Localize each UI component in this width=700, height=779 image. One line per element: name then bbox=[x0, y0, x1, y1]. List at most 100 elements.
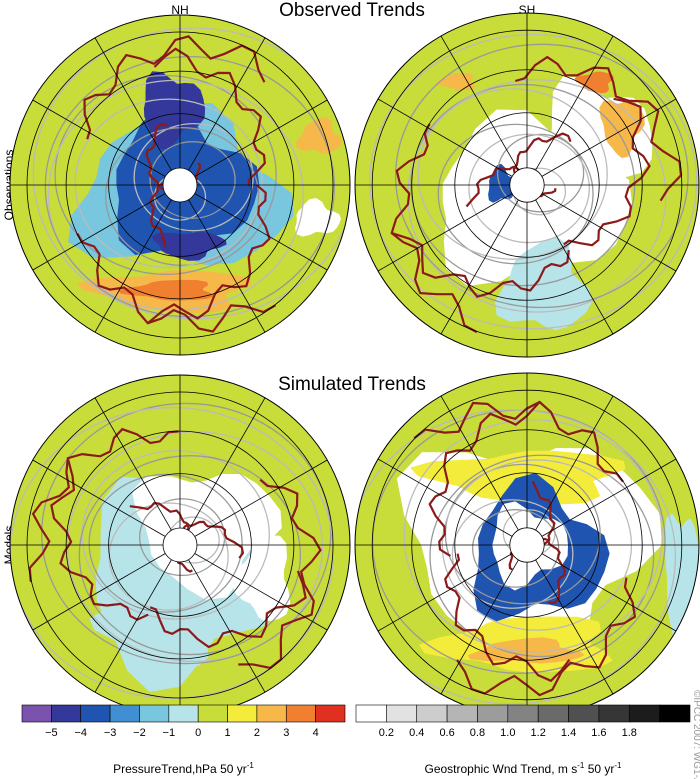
streamline bbox=[149, 141, 236, 219]
meridian bbox=[94, 199, 172, 333]
colorbar-tick-label: 0.4 bbox=[409, 727, 424, 739]
colorbar-swatch bbox=[256, 704, 287, 723]
trend-region bbox=[296, 117, 343, 154]
colorbar-title-part: -1 bbox=[247, 761, 255, 770]
colorbar-tick-label: −1 bbox=[163, 727, 176, 739]
coastline bbox=[83, 35, 266, 140]
colorbar-tick-label: 4 bbox=[313, 727, 319, 739]
coastline bbox=[28, 427, 179, 582]
colorbar-swatch bbox=[197, 704, 228, 723]
streamline bbox=[496, 133, 585, 213]
trend-region bbox=[295, 198, 341, 237]
colorbar-tick-label: 1.6 bbox=[591, 727, 606, 739]
colorbar-swatch bbox=[568, 704, 600, 723]
coastline bbox=[76, 233, 277, 333]
coastline bbox=[390, 123, 478, 334]
streamline bbox=[437, 123, 594, 265]
trend-region bbox=[664, 513, 699, 665]
hemisphere-label: NH bbox=[171, 3, 188, 17]
coastline bbox=[514, 55, 683, 202]
colorbar-swatch bbox=[315, 704, 346, 723]
meridian bbox=[194, 459, 328, 537]
meridian bbox=[377, 553, 513, 632]
streamline bbox=[81, 450, 270, 620]
colorbar-swatch bbox=[227, 704, 258, 723]
streamline bbox=[429, 454, 655, 658]
coastline bbox=[563, 97, 651, 247]
meridian bbox=[94, 37, 172, 171]
streamline bbox=[44, 55, 336, 318]
colorbar-tick-label: −3 bbox=[104, 727, 117, 739]
colorbar-tick-label: 0.2 bbox=[379, 727, 394, 739]
colorbar-tick-label: −5 bbox=[45, 727, 58, 739]
colorbar-swatch bbox=[139, 704, 170, 723]
credit: ©IPCC 2007: WG1-AR4 bbox=[691, 690, 700, 779]
streamline bbox=[355, 409, 677, 705]
streamline bbox=[54, 74, 277, 276]
colorbar-swatch bbox=[477, 704, 509, 723]
meridian bbox=[541, 458, 677, 537]
coastline bbox=[413, 400, 624, 483]
streamline bbox=[394, 43, 689, 309]
meridian bbox=[377, 193, 513, 272]
meridian bbox=[535, 559, 614, 695]
meridian bbox=[188, 397, 266, 531]
meridian bbox=[194, 193, 328, 271]
colorbar-title-part: -1 bbox=[577, 761, 585, 770]
trend-region bbox=[599, 99, 645, 158]
coastline bbox=[391, 232, 570, 298]
meridian bbox=[377, 98, 513, 177]
colorbar-tick-label: −2 bbox=[133, 727, 146, 739]
trend-region bbox=[436, 73, 476, 91]
colorbar-title: PressureTrend,hPa 50 yr-1 bbox=[113, 761, 254, 776]
streamline bbox=[32, 27, 350, 320]
meridian bbox=[440, 35, 519, 171]
map-border bbox=[9, 14, 351, 356]
panel-title: Simulated Trends bbox=[278, 374, 426, 395]
pole bbox=[162, 527, 198, 563]
trend-region bbox=[151, 232, 227, 261]
meridian bbox=[32, 553, 166, 631]
polar-map bbox=[355, 13, 699, 357]
colorbar-tick-label: 1.4 bbox=[561, 727, 576, 739]
meridian bbox=[188, 559, 266, 693]
meridian bbox=[440, 395, 519, 531]
coastline bbox=[512, 132, 572, 179]
streamline bbox=[468, 133, 590, 244]
trend-region bbox=[574, 71, 614, 94]
meridian bbox=[440, 199, 519, 335]
colorbar-swatch bbox=[355, 704, 387, 723]
meridian bbox=[194, 99, 328, 177]
colorbar-swatch bbox=[109, 704, 140, 723]
coastline bbox=[238, 478, 322, 670]
coastline bbox=[537, 536, 566, 605]
meridian bbox=[377, 458, 513, 537]
colorbar-tick-label: −4 bbox=[74, 727, 87, 739]
colorbar-tick-label: 0.8 bbox=[470, 727, 485, 739]
meridian bbox=[32, 193, 166, 271]
colorbar-swatch bbox=[507, 704, 539, 723]
coastline bbox=[145, 123, 169, 192]
polar-map bbox=[355, 373, 699, 717]
trend-region bbox=[488, 163, 517, 203]
colorbar-title: Geostrophic Wnd Trend, m s-1 50 yr-1 bbox=[425, 761, 623, 776]
coastline bbox=[428, 401, 541, 557]
colorbar-swatch bbox=[168, 704, 199, 723]
colorbar-swatch bbox=[537, 704, 569, 723]
colorbar-tick-label: 3 bbox=[283, 727, 289, 739]
coastline bbox=[444, 553, 571, 683]
streamline bbox=[451, 499, 574, 609]
colorbar-swatch bbox=[21, 704, 52, 723]
colorbar-tick-label: 1.0 bbox=[500, 727, 515, 739]
colorbar-swatch bbox=[446, 704, 478, 723]
colorbar-tick-label: 1.2 bbox=[531, 727, 546, 739]
colorbar-swatch bbox=[285, 704, 316, 723]
meridian bbox=[541, 193, 677, 272]
streamline bbox=[417, 88, 608, 260]
colorbar-tick-label: 2 bbox=[254, 727, 260, 739]
streamline bbox=[74, 98, 263, 269]
trend-region bbox=[132, 473, 282, 600]
colorbar-tick-label: 0 bbox=[195, 727, 201, 739]
colorbar-swatch bbox=[659, 704, 691, 723]
